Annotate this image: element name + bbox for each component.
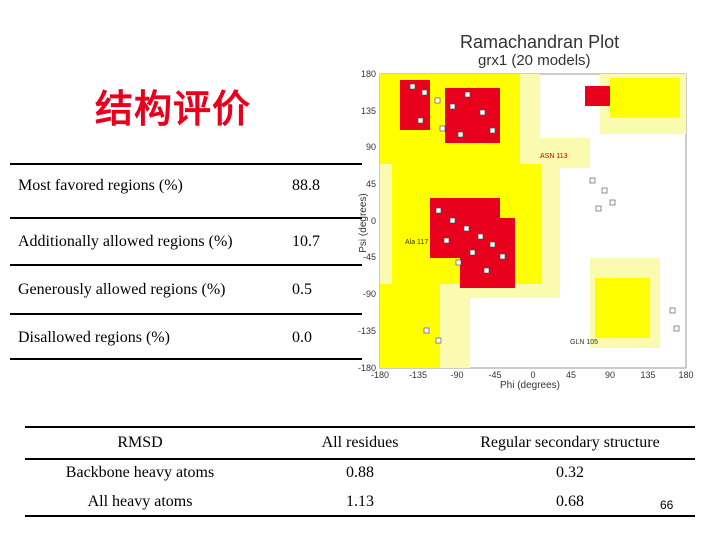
table-row: Additionally allowed regions (%) 10.7 <box>10 219 362 267</box>
y-axis-label: Psi (degrees) <box>358 193 369 252</box>
annotation-label: ASN 113 <box>540 153 568 160</box>
row-label: All heavy atoms <box>87 493 193 510</box>
x-axis-label: Phi (degrees) <box>500 380 560 391</box>
row-value: 88.8 <box>292 177 320 194</box>
row-value: 0.5 <box>292 281 312 298</box>
x-tick-label: -135 <box>409 370 427 380</box>
x-tick-label: 45 <box>566 370 576 380</box>
row-value: 0.88 <box>346 464 374 481</box>
x-tick-label: 180 <box>678 370 693 380</box>
ramachandran-plot: ASN 113 Ala 117 GLN 105 Phi (degrees) Ps… <box>358 69 694 391</box>
stats-table: Most favored regions (%) 88.8 Additional… <box>10 163 362 360</box>
row-label: Most favored regions (%) <box>18 177 183 194</box>
y-tick-label: -180 <box>358 363 376 373</box>
annotation-label: GLN 105 <box>570 339 598 346</box>
y-tick-label: -45 <box>363 252 376 262</box>
core-region <box>400 80 610 288</box>
table-row: Most favored regions (%) 88.8 <box>10 163 362 211</box>
residue-markers <box>409 83 680 344</box>
y-tick-label: 45 <box>366 179 376 189</box>
table-rule <box>25 515 695 517</box>
header-cell: RMSD <box>117 434 163 451</box>
header-cell: All residues <box>321 434 399 451</box>
table-row: Generously allowed regions (%) 0.5 <box>10 267 362 315</box>
annotation-label: Ala 117 <box>405 239 428 246</box>
row-value: 0.68 <box>556 493 584 510</box>
x-tick-label: 135 <box>640 370 655 380</box>
y-tick-label: 180 <box>361 69 376 79</box>
x-tick-label: -180 <box>371 370 389 380</box>
row-label: Backbone heavy atoms <box>65 464 215 481</box>
row-value: 10.7 <box>292 233 320 250</box>
x-tick-label: -90 <box>450 370 463 380</box>
y-tick-label: 0 <box>371 216 376 226</box>
row-label: Disallowed regions (%) <box>18 329 170 346</box>
plot-subtitle: grx1 (20 models) <box>478 52 591 69</box>
slide-title: 结构评价 <box>95 86 252 131</box>
y-tick-label: 135 <box>361 106 376 116</box>
table-rule <box>10 264 362 266</box>
table-rule <box>10 217 362 219</box>
header-cell: Regular secondary structure <box>480 434 660 451</box>
row-value: 0.0 <box>292 329 312 346</box>
row-label: Generously allowed regions (%) <box>18 281 226 298</box>
x-tick-label: 90 <box>605 370 615 380</box>
x-tick-label: 0 <box>530 370 535 380</box>
table-rule <box>10 163 362 165</box>
table-row: Disallowed regions (%) 0.0 <box>10 315 362 363</box>
page-number: 66 <box>660 498 674 512</box>
row-label: Additionally allowed regions (%) <box>18 233 233 250</box>
row-value: 0.32 <box>556 464 584 481</box>
y-tick-label: 90 <box>366 142 376 152</box>
plot-title: Ramachandran Plot <box>460 32 620 52</box>
table-rule <box>10 313 362 315</box>
x-tick-label: -45 <box>488 370 501 380</box>
y-tick-label: -135 <box>358 326 376 336</box>
table-rule <box>25 458 695 460</box>
table-rule <box>25 426 695 428</box>
y-tick-label: -90 <box>363 289 376 299</box>
table-rule <box>10 358 362 360</box>
row-value: 1.13 <box>346 493 374 510</box>
